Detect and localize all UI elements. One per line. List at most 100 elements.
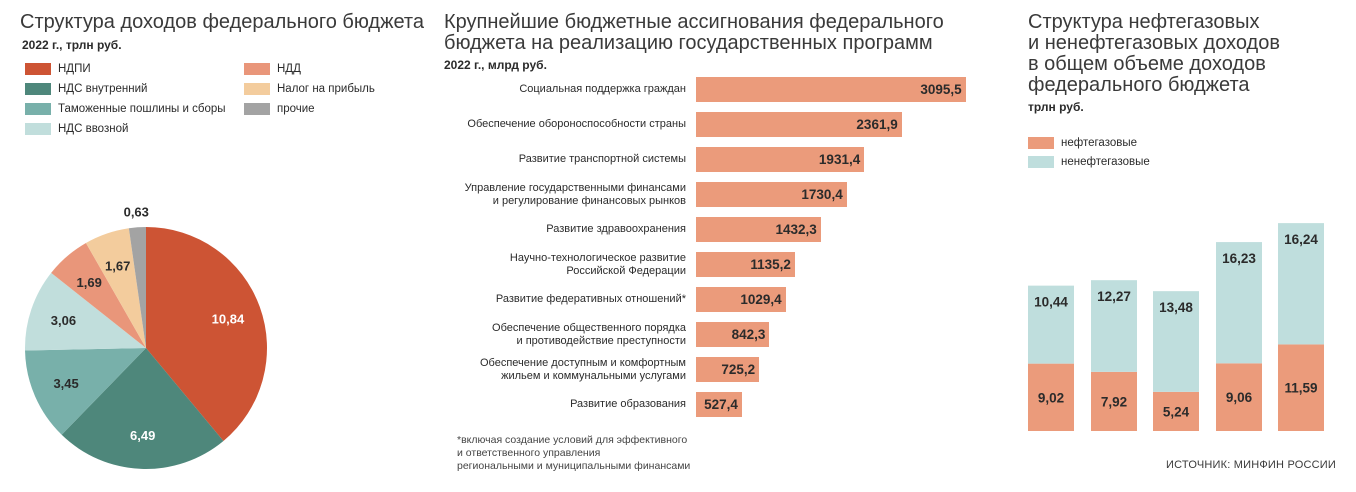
stack-subtitle: трлн руб. (1028, 100, 1084, 114)
pie-value-label: 10,84 (212, 311, 245, 326)
legend-label: НДС ввозной (58, 123, 129, 135)
bars-subtitle: 2022 г., млрд руб. (444, 58, 547, 72)
bar (696, 217, 821, 242)
bar (696, 392, 742, 417)
legend-swatch (1028, 137, 1054, 149)
pie-value-label: 0,63 (124, 204, 149, 219)
legend-label: прочие (277, 103, 315, 115)
legend-label: нефтегазовые (1061, 137, 1138, 149)
bar-value-label: 3095,5 (920, 82, 962, 97)
pie-slice (25, 348, 147, 435)
pie-slice (128, 227, 146, 348)
pie-subtitle: 2022 г., трлн руб. (22, 38, 122, 52)
bar-category-label: Обеспечение общественного порядка и прот… (492, 321, 686, 347)
pie-slice (51, 242, 146, 348)
legend-label: Налог на прибыль (277, 83, 375, 95)
pie-slice (146, 227, 267, 441)
bar (696, 77, 966, 102)
legend-swatch (25, 103, 51, 115)
stack-segment-oil (1028, 363, 1074, 431)
pie-value-label: 6,49 (130, 428, 155, 443)
stack-title: Структура нефтегазовых и ненефтегазовых … (1028, 11, 1280, 96)
bar (696, 357, 760, 382)
stack-segment-oil (1153, 391, 1199, 431)
stack-legend-item: нефтегазовые (1028, 137, 1137, 149)
pie-value-label: 3,45 (53, 376, 78, 391)
bar-category-label: Развитие транспортной системы (518, 153, 686, 165)
bar-value-label: 1135,2 (750, 257, 791, 272)
bar-category-label: Развитие здравоохранения (546, 223, 686, 235)
stack-segment-oil (1091, 371, 1137, 431)
stack-value-label: 9,02 (1038, 390, 1064, 405)
pie-legend-item: НДПИ (25, 63, 91, 75)
pie-chart: 10,84 6,49 3,45 3,06 1,691,67 0,63 (25, 204, 267, 469)
bars-footnote: *включая создание условий для эффективно… (457, 434, 691, 472)
bar-category-label: Управление государственными финансами и … (464, 181, 686, 207)
pie-slice (61, 348, 224, 469)
bar-value-label: 1432,3 (775, 222, 817, 237)
pie-legend-item: Таможенные пошлины и сборы (25, 103, 226, 115)
bar (696, 287, 786, 312)
legend-label: НДС внутренний (58, 83, 148, 95)
legend-label: ненефтегазовые (1061, 156, 1150, 168)
bar (696, 112, 902, 137)
pie-legend-item: НДД (244, 63, 301, 75)
stacked-bar-chart: 9,02 10,44 7,92 12,27 5,24 13,48 9,06 16,23 11,5… (1028, 223, 1324, 431)
legend-swatch (244, 63, 270, 75)
bar-value-label: 1931,4 (818, 152, 861, 167)
stack-segment-nonoil (1278, 223, 1324, 345)
legend-swatch (25, 83, 51, 95)
pie-value-label: 3,06 (51, 313, 76, 328)
pie-title: Структура доходов федерального бюджета (20, 11, 424, 33)
bar-category-label: Научно-технологическое развитие Российск… (509, 251, 686, 277)
stack-value-label: 13,48 (1159, 300, 1193, 315)
bar-value-label: 1730,4 (801, 187, 843, 202)
bar (696, 147, 865, 172)
pie-legend-item: прочие (244, 103, 315, 115)
stack-value-label: 11,59 (1284, 381, 1317, 396)
bar (696, 322, 770, 347)
stack-segment-nonoil (1028, 285, 1074, 364)
pie-value-label: 1,69 (77, 275, 102, 290)
stack-segment-oil (1216, 363, 1262, 431)
pie-value-label: 1,67 (105, 259, 130, 274)
stack-value-label: 7,92 (1101, 394, 1127, 409)
bar-category-label: Развитие федеративных отношений* (495, 293, 686, 305)
stack-segment-nonoil (1091, 280, 1137, 372)
bar-value-label: 842,3 (731, 327, 766, 342)
bar-category-label: Обеспечение обороноспособности страны (467, 118, 686, 130)
pie-slice (25, 272, 146, 351)
stack-segment-oil (1278, 344, 1324, 431)
legend-swatch (244, 103, 270, 115)
stack-value-label: 5,24 (1163, 404, 1190, 419)
pie-legend-item: НДС внутренний (25, 83, 147, 95)
bar (696, 252, 795, 277)
bar-category-label: Социальная поддержка граждан (519, 83, 686, 95)
legend-swatch (244, 83, 270, 95)
legend-label: НДПИ (58, 63, 91, 75)
legend-swatch (25, 63, 51, 75)
bar-category-label: Обеспечение доступным и комфортным жилье… (480, 356, 686, 382)
bar-category-label: Развитие образования (570, 398, 686, 410)
stack-value-label: 10,44 (1034, 295, 1068, 310)
pie-legend-item: НДС ввозной (25, 123, 128, 135)
bar-value-label: 527,4 (704, 397, 738, 412)
stack-segment-nonoil (1216, 242, 1262, 364)
source-note: ИСТОЧНИК: МИНФИН РОССИИ (1166, 459, 1336, 471)
bar-value-label: 1029,4 (740, 292, 782, 307)
pie-slice (85, 228, 146, 348)
stack-segment-nonoil (1153, 291, 1199, 392)
stack-value-label: 16,23 (1222, 251, 1256, 266)
bars-title: Крупнейшие бюджетные ассигнования федера… (444, 11, 944, 54)
legend-label: НДД (277, 63, 301, 75)
stack-value-label: 16,24 (1284, 232, 1318, 247)
stack-value-label: 9,06 (1226, 390, 1253, 405)
pie-legend-item: Налог на прибыль (244, 83, 375, 95)
legend-swatch (25, 123, 51, 135)
stack-value-label: 12,27 (1097, 289, 1131, 304)
bar-value-label: 725,2 (721, 362, 756, 377)
stack-legend-item: ненефтегазовые (1028, 156, 1150, 168)
legend-swatch (1028, 156, 1054, 168)
bar-value-label: 2361,9 (856, 117, 898, 132)
legend-label: Таможенные пошлины и сборы (58, 103, 226, 115)
